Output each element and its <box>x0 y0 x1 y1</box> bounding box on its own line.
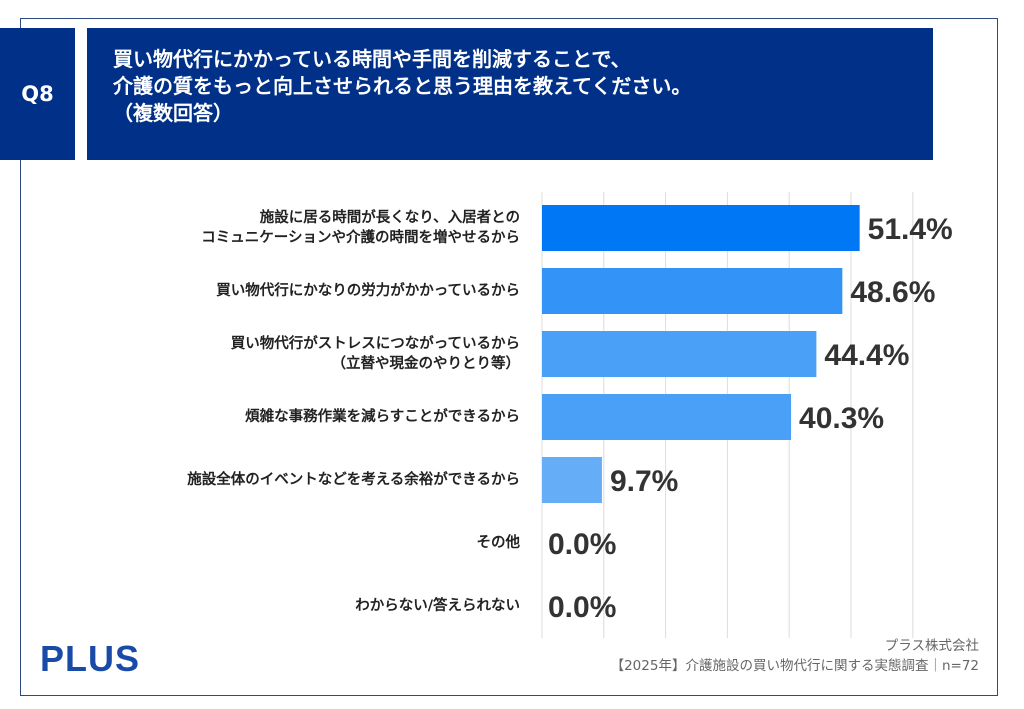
category-line: 施設全体のイベントなどを考える余裕ができるから <box>187 472 520 488</box>
category-line: 施設に居る時間が長くなり、入居者との <box>259 210 520 226</box>
category-label: わからない/答えられない <box>355 596 520 616</box>
category-line: コミュニケーションや介護の時間を増やせるから <box>201 230 520 246</box>
title-line: （複数回答） <box>113 101 233 125</box>
category-line: 買い物代行にかなりの労力がかかっているから <box>216 283 520 299</box>
category-line: 買い物代行がストレスにつながっているから <box>230 336 520 352</box>
category-line: 煩雑な事務作業を減らすことができるから <box>245 409 520 425</box>
category-label: 買い物代行にかなりの労力がかかっているから <box>216 281 520 301</box>
question-title: 買い物代行にかかっている時間や手間を削減することで、 介護の質をもっと向上させら… <box>87 28 933 160</box>
category-line: わからない/答えられない <box>355 598 520 614</box>
data-label: 9.7% <box>610 465 678 498</box>
title-line: 介護の質をもっと向上させられると思う理由を教えてください。 <box>113 74 692 98</box>
data-label: 51.4% <box>868 213 953 246</box>
question-number: Q8 <box>0 28 75 160</box>
survey-source: 【2025年】介護施設の買い物代行に関する実態調査｜n=72 <box>610 658 979 674</box>
chart-frame <box>20 18 998 696</box>
category-label: 施設に居る時間が長くなり、入居者とのコミュニケーションや介護の時間を増やせるから <box>201 208 520 248</box>
category-line: その他 <box>476 535 521 551</box>
category-label: 施設全体のイベントなどを考える余裕ができるから <box>187 470 520 490</box>
company-name: プラス株式会社 <box>884 638 979 654</box>
category-line: （立替や現金のやりとり等） <box>331 356 521 372</box>
category-label: 買い物代行がストレスにつながっているから （立替や現金のやりとり等） <box>231 334 520 374</box>
data-label: 0.0% <box>548 591 616 624</box>
bar <box>542 268 843 314</box>
data-label: 0.0% <box>548 528 616 561</box>
data-label: 40.3% <box>799 402 884 435</box>
data-label: 44.4% <box>824 339 909 372</box>
bar <box>542 331 817 377</box>
plus-logo: PLUS <box>40 638 141 679</box>
title-line: 買い物代行にかかっている時間や手間を削減することで、 <box>113 47 631 71</box>
category-label: 煩雑な事務作業を減らすことができるから <box>245 407 520 427</box>
data-label: 48.6% <box>850 276 935 309</box>
bar <box>542 457 602 503</box>
bar <box>542 205 860 251</box>
bar <box>542 394 792 440</box>
category-label: その他 <box>477 533 521 553</box>
